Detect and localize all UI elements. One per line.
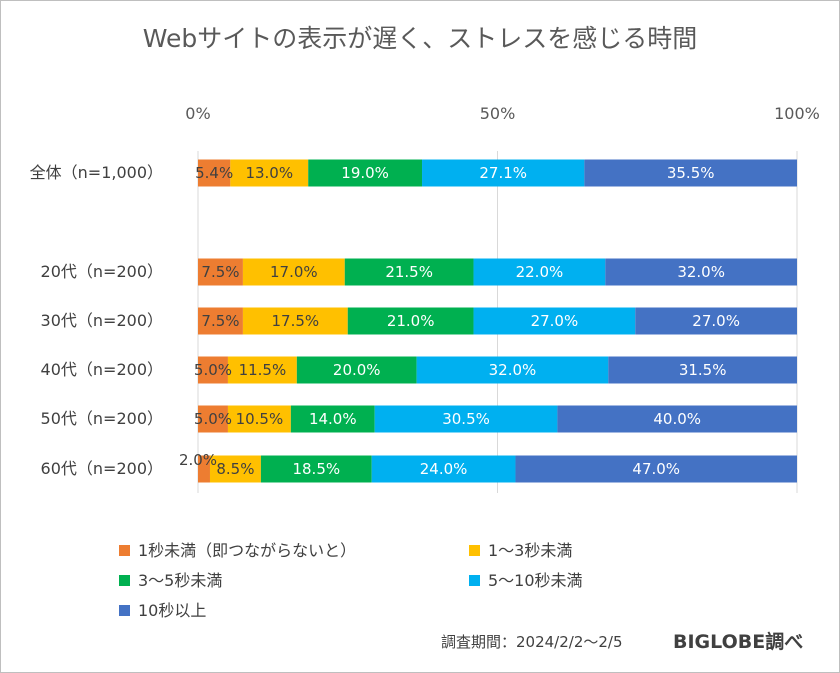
data-label: 30.5% [442,410,490,428]
bar-segment [198,307,243,335]
data-label: 47.0% [632,460,680,478]
legend-item: 3～5秒未満 [119,567,222,591]
legend-item: 1～3秒未満 [469,537,572,561]
legend-item: 1秒未満（即つながらないと） [119,537,356,561]
legend-label: 10秒以上 [138,601,207,620]
data-label: 2.0% [179,451,217,469]
data-label: 8.5% [216,460,254,478]
survey-period-note: 調査期間：2024/2/2～2/5 [441,633,623,651]
bar-segment [347,307,474,335]
bar-segment [308,159,423,187]
bar-segment [371,455,516,483]
bar-segment [230,159,309,187]
data-label: 24.0% [420,460,468,478]
chart-title: Webサイトの表示が遅く、ストレスを感じる時間 [142,24,698,53]
category-label: 20代（n=200） [41,262,163,281]
bar-segment [296,356,417,384]
legend-swatch [119,605,130,616]
bar-segment [198,405,228,433]
data-label: 5.0% [194,361,232,379]
bar-segment [635,307,797,335]
data-label: 27.0% [531,312,579,330]
category-label: 50代（n=200） [41,409,163,428]
category-label: 30代（n=200） [41,311,163,330]
data-label: 17.0% [270,263,318,281]
data-label: 27.0% [692,312,740,330]
bar-segment [584,159,797,187]
bar-segment [198,159,231,187]
bar-segment [422,159,585,187]
category-label: 60代（n=200） [41,459,163,478]
legend-label: 1～3秒未満 [488,541,573,560]
legend-label: 1秒未満（即つながらないと） [138,541,357,560]
data-label: 21.5% [385,263,433,281]
legend-swatch [119,575,130,586]
data-label: 27.1% [479,164,527,182]
x-tick-label: 0% [185,104,210,123]
bar-segment [198,356,228,384]
data-label: 18.5% [292,460,340,478]
bar-segment [473,258,606,286]
data-label: 13.0% [245,164,293,182]
stacked-bar-chart: 0% 50% 100% 全体（n=1,000） 20代（n=200） 30代（n=200… [30,104,820,493]
data-label: 31.5% [679,361,727,379]
data-label: 5.4% [195,164,233,182]
brand-credit: BIGLOBE調べ [673,631,804,653]
bar-segment [608,356,797,384]
bar-segment [473,307,636,335]
bar-segment [515,455,797,483]
bar-segment [416,356,609,384]
bar-segment [227,405,291,433]
bar-segment [242,307,348,335]
data-label: 32.0% [489,361,537,379]
legend-swatch [469,575,480,586]
bar-segment [605,258,797,286]
bar-segment [557,405,797,433]
legend-item: 10秒以上 [119,597,206,621]
bar-segment [260,455,372,483]
legend-label: 5～10秒未満 [488,571,583,590]
bar-segment [344,258,474,286]
category-label: 全体（n=1,000） [30,163,163,182]
data-label: 32.0% [677,263,725,281]
x-tick-label: 50% [480,104,516,123]
data-label: 7.5% [201,312,239,330]
data-label: 7.5% [201,263,239,281]
legend-swatch [119,545,130,556]
bar-segment [227,356,297,384]
bar-segment [290,405,375,433]
legend-label: 3～5秒未満 [138,571,223,590]
data-label: 35.5% [667,164,715,182]
legend-item: 5～10秒未満 [469,567,583,591]
data-label: 14.0% [309,410,357,428]
bar-segment [198,258,243,286]
data-label: 40.0% [653,410,701,428]
data-label: 10.5% [236,410,284,428]
bar-segment [374,405,558,433]
data-label: 22.0% [516,263,564,281]
data-label: 21.0% [387,312,435,330]
category-label: 40代（n=200） [41,360,163,379]
x-tick-label: 100% [774,104,820,123]
data-label: 5.0% [194,410,232,428]
data-label: 11.5% [239,361,287,379]
legend-swatch [469,545,480,556]
bar-segment [242,258,345,286]
bar-segment [209,455,261,483]
data-label: 17.5% [272,312,320,330]
data-label: 19.0% [341,164,389,182]
bar-segment [198,455,210,483]
data-label: 20.0% [333,361,381,379]
